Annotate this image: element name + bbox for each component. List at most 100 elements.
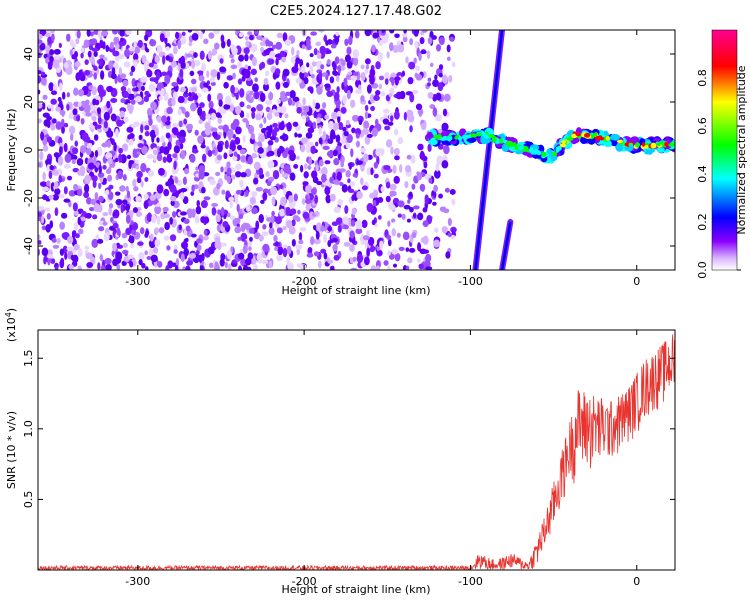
spectrogram-cell: [119, 73, 127, 79]
ridge-cell: [426, 131, 433, 139]
spectrogram-cell: [393, 128, 399, 136]
spectrogram-cell: [451, 61, 456, 68]
spectrogram-cell: [381, 91, 386, 97]
spectrogram-cell: [355, 228, 363, 235]
spectrogram-cell: [139, 227, 145, 235]
spectrogram-cell: [391, 249, 398, 255]
spectrogram-cell: [109, 41, 114, 50]
spectrogram-cell: [46, 212, 51, 220]
spectrogram-cell: [144, 64, 148, 73]
spectrogram-cell: [130, 243, 135, 249]
spectrogram-cell: [254, 91, 260, 100]
spectrogram-cell: [101, 142, 109, 148]
spectrogram-cell: [59, 109, 66, 116]
spectrogram-cell: [251, 153, 258, 159]
spectrogram-cell: [149, 77, 156, 82]
spectrogram-cell: [388, 92, 393, 98]
spectrogram-cell: [217, 209, 221, 215]
spectrogram-cell: [118, 147, 123, 154]
spectrogram-cell: [236, 203, 240, 213]
spectrogram-cell: [54, 265, 59, 270]
spectrogram-cell: [293, 193, 298, 202]
spectrogram-cell: [409, 206, 414, 213]
spectrogram-cell: [254, 77, 258, 82]
spectrogram-cell: [49, 30, 56, 34]
spectrogram-cell: [151, 214, 157, 224]
spectrogram-cell: [75, 38, 80, 45]
snr-x-axis: -300 -200 -100 0: [125, 330, 640, 588]
ridge-peak: [457, 136, 463, 141]
spectrogram-cell: [425, 266, 433, 270]
spectrogram-cell: [298, 232, 303, 241]
spectrogram-cell: [116, 227, 121, 236]
spectrogram-cell: [223, 214, 227, 219]
spectrogram-cell: [310, 188, 317, 195]
spectrogram-cell: [134, 46, 141, 54]
spectrogram-cell: [125, 203, 131, 212]
ridge-peak: [470, 133, 478, 138]
spectrogram-cell: [220, 34, 225, 43]
spectrogram-cell: [348, 188, 355, 193]
spectrogram-cell: [219, 258, 225, 267]
spectrogram-cell: [294, 132, 298, 138]
ridge-peak: [561, 140, 567, 144]
spectrogram-cell: [370, 265, 377, 270]
snr-marks: [38, 334, 675, 570]
spectrogram-cell: [447, 232, 452, 238]
spectrogram-cell: [237, 236, 242, 242]
spectrogram-cell: [75, 233, 80, 239]
spectrogram-cell: [250, 68, 257, 76]
spectrogram-cell: [185, 225, 191, 232]
spectrogram-cell: [115, 128, 119, 138]
spectrogram-cell: [304, 199, 312, 204]
spectrogram-cell: [47, 36, 53, 45]
spectrogram-cell: [296, 263, 303, 268]
spectrogram-cell: [397, 43, 405, 53]
spectrogram-cell: [409, 93, 415, 103]
spectrogram-cell: [322, 130, 327, 141]
spectrogram-cell: [251, 110, 256, 120]
snr-scale-label: (x104): [4, 308, 19, 342]
spectrogram-cell: [123, 61, 131, 68]
spectrogram-cell: [405, 265, 410, 270]
spectrogram-cell: [287, 149, 295, 156]
spectrogram-cell: [373, 161, 379, 169]
spectrogram-cell: [201, 62, 206, 72]
spectrogram-cell: [215, 214, 221, 223]
spectrogram-cell: [243, 47, 250, 55]
spectrogram-cell: [68, 264, 74, 270]
spectrogram-cell: [313, 238, 321, 245]
spectrogram-cell: [239, 88, 245, 98]
spectrogram-cell: [97, 262, 101, 270]
spectrogram-cell: [158, 167, 165, 176]
spectrogram-cell: [262, 243, 270, 253]
spectrogram-cell: [212, 130, 218, 138]
spectrogram-cell: [245, 204, 251, 212]
spectrogram-cell: [427, 143, 432, 152]
spectrogram-cell: [417, 212, 424, 221]
spectrogram-cell: [324, 114, 330, 120]
spectrogram-cell: [385, 181, 391, 189]
spectrogram-cell: [397, 136, 404, 145]
spectrogram-cell: [279, 208, 286, 217]
spectrogram-cell: [226, 75, 234, 81]
spectrogram-cell: [144, 120, 148, 126]
spectrogram-cell: [263, 116, 267, 124]
spectrogram-cell: [173, 145, 180, 154]
spectrogram-cell: [305, 184, 313, 194]
spectrogram-cell: [250, 107, 256, 113]
spectrogram-cell: [73, 222, 79, 231]
spectrogram-cell: [351, 127, 356, 134]
spectrogram-cell: [74, 61, 81, 68]
spectrogram-cell: [183, 247, 189, 257]
spectrogram-cell: [90, 198, 97, 205]
spectrogram-cell: [93, 65, 98, 71]
spectrogram-cell: [377, 215, 382, 220]
spectrogram-cell: [61, 91, 66, 100]
spectrogram-cell: [81, 132, 89, 142]
spectrogram-cell: [269, 222, 273, 229]
spectrogram-cell: [209, 107, 214, 114]
spectrogram-cell: [422, 220, 429, 228]
spectrogram-cell: [265, 99, 273, 106]
spectrogram-cell: [220, 166, 224, 173]
